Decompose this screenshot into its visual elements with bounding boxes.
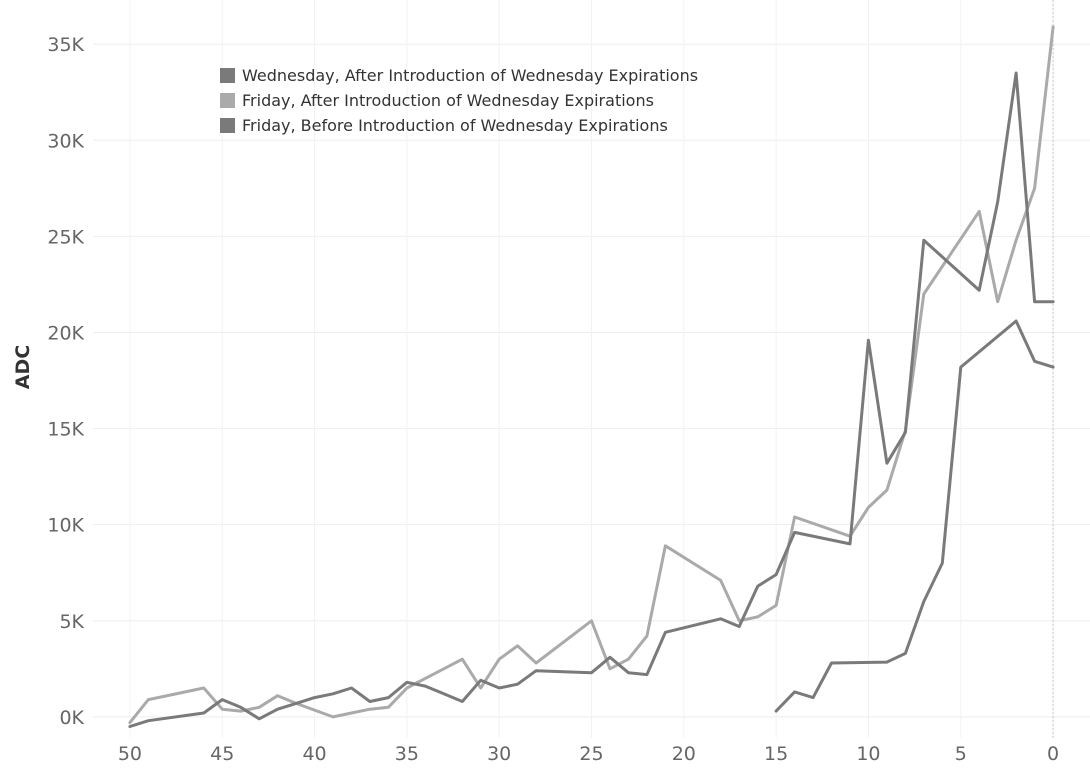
x-tick-label: 15	[764, 743, 788, 765]
y-tick-label: 0K	[59, 707, 84, 729]
x-tick-label: 25	[579, 743, 603, 765]
y-tick-label: 10K	[47, 515, 84, 537]
x-tick-label: 5	[955, 743, 967, 765]
series-lines	[128, 25, 1055, 728]
legend-swatch	[220, 118, 235, 133]
x-axis-ticks: 50 45 40 35 30 25 20 15 10 5 0	[118, 743, 1059, 765]
series-line-1	[774, 319, 1055, 713]
y-tick-label: 25K	[47, 226, 84, 248]
x-tick-label: 50	[118, 743, 142, 765]
y-tick-label: 20K	[47, 322, 84, 344]
x-tick-label: 30	[487, 743, 511, 765]
legend-label: Friday, Before Introduction of Wednesday…	[242, 116, 668, 135]
legend: Wednesday, After Introduction of Wednesd…	[220, 66, 698, 135]
series-line-3	[128, 71, 1055, 728]
y-tick-label: 30K	[47, 130, 84, 152]
legend-swatch	[220, 93, 235, 108]
y-tick-label: 15K	[47, 419, 84, 441]
x-tick-label: 45	[210, 743, 234, 765]
y-axis-title: ADC	[12, 345, 34, 389]
legend-label: Wednesday, After Introduction of Wednesd…	[242, 66, 698, 85]
x-tick-label: 0	[1047, 743, 1059, 765]
legend-swatch	[220, 68, 235, 83]
y-tick-label: 5K	[59, 611, 84, 633]
x-tick-label: 20	[672, 743, 696, 765]
x-tick-label: 10	[856, 743, 880, 765]
legend-label: Friday, After Introduction of Wednesday …	[242, 91, 654, 110]
y-tick-label: 35K	[47, 34, 84, 56]
grid	[93, 0, 1090, 738]
y-axis-ticks: 0K 5K 10K 15K 20K 25K 30K 35K	[47, 34, 84, 729]
series-line-2	[128, 25, 1055, 725]
x-tick-label: 35	[395, 743, 419, 765]
x-tick-label: 40	[302, 743, 326, 765]
